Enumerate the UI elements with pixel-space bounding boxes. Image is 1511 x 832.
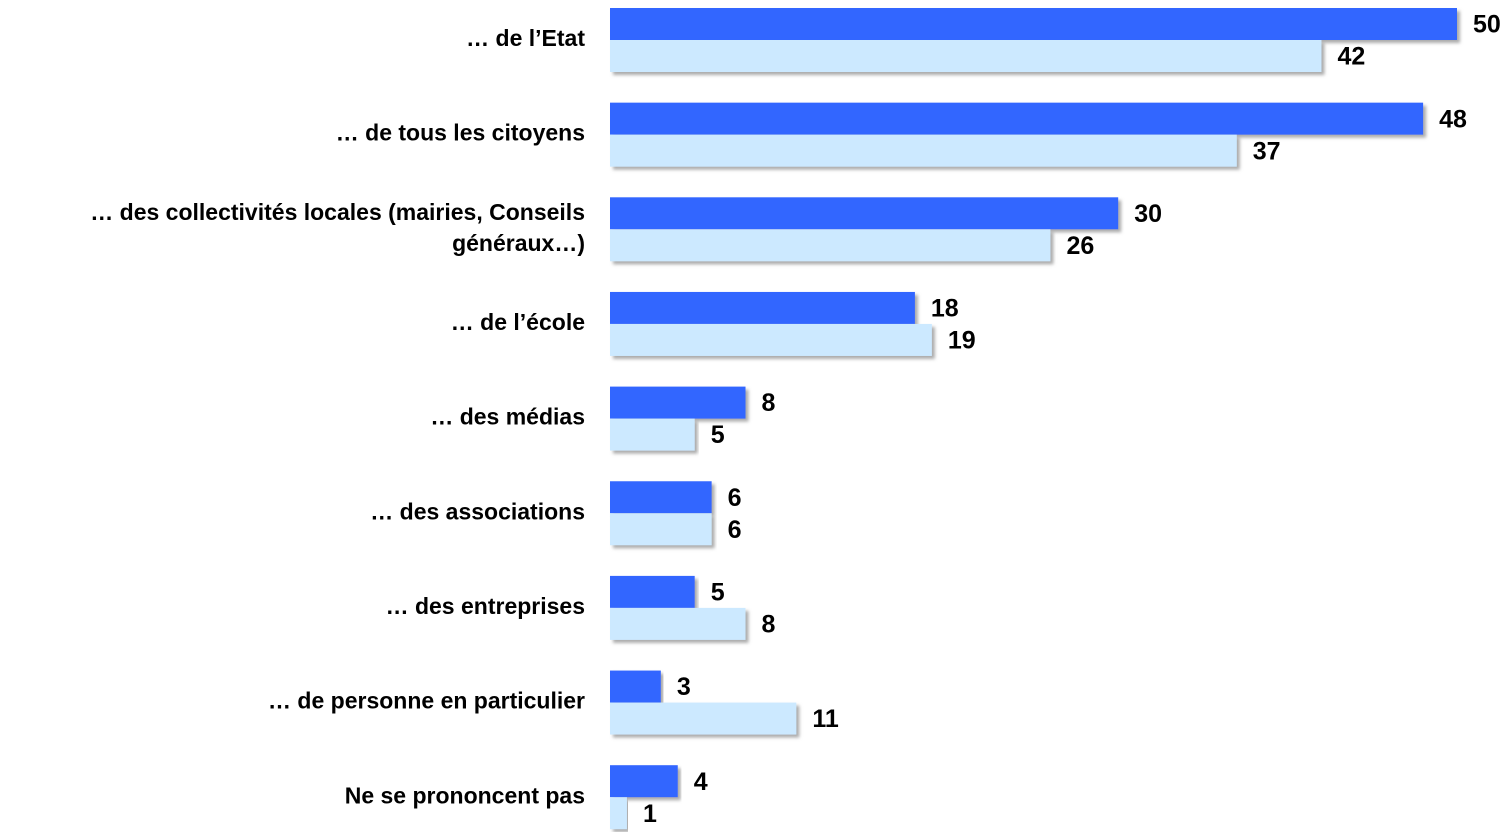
value-label: 5 bbox=[711, 579, 725, 607]
bar bbox=[610, 575, 695, 608]
value-label: 6 bbox=[728, 516, 742, 544]
value-label: 30 bbox=[1134, 200, 1162, 228]
bar bbox=[610, 607, 746, 640]
value-label: 11 bbox=[812, 705, 839, 733]
bar bbox=[610, 102, 1424, 135]
bar bbox=[610, 134, 1237, 167]
value-label: 26 bbox=[1066, 232, 1094, 260]
value-label: 3 bbox=[677, 673, 691, 701]
bar bbox=[610, 702, 797, 735]
value-label: 5 bbox=[711, 421, 725, 449]
value-label: 4 bbox=[694, 768, 708, 796]
bar bbox=[610, 386, 746, 419]
value-label: 19 bbox=[948, 327, 976, 355]
value-label: 6 bbox=[728, 484, 742, 512]
bar bbox=[610, 40, 1322, 72]
category-label: généraux…) bbox=[452, 230, 585, 256]
bar bbox=[610, 323, 932, 356]
category-label: … des médias bbox=[430, 404, 585, 430]
value-label: 18 bbox=[931, 295, 959, 323]
category-label: … de l’école bbox=[451, 309, 585, 335]
category-label: … de l’Etat bbox=[466, 25, 585, 51]
bar bbox=[610, 291, 915, 324]
value-label: 8 bbox=[762, 611, 776, 639]
value-label: 42 bbox=[1337, 43, 1365, 71]
category-label: … des entreprises bbox=[386, 593, 585, 619]
bar bbox=[610, 481, 712, 514]
category-label: … de tous les citoyens bbox=[336, 120, 585, 146]
category-label: Ne se prononcent pas bbox=[345, 782, 585, 808]
value-label: 37 bbox=[1253, 137, 1281, 165]
bar bbox=[610, 229, 1051, 262]
bar bbox=[610, 418, 695, 451]
bar bbox=[610, 670, 661, 703]
category-label: … des collectivités locales (mairies, Co… bbox=[90, 199, 585, 225]
bar bbox=[610, 513, 712, 546]
category-label: … des associations bbox=[370, 498, 585, 524]
bar bbox=[610, 197, 1119, 230]
value-label: 48 bbox=[1439, 105, 1467, 133]
value-label: 8 bbox=[762, 389, 776, 417]
value-label: 1 bbox=[643, 800, 657, 828]
bar bbox=[610, 797, 627, 830]
value-label: 50 bbox=[1473, 11, 1501, 39]
bar bbox=[610, 8, 1457, 40]
category-label: … de personne en particulier bbox=[268, 688, 585, 714]
bar bbox=[610, 765, 678, 798]
